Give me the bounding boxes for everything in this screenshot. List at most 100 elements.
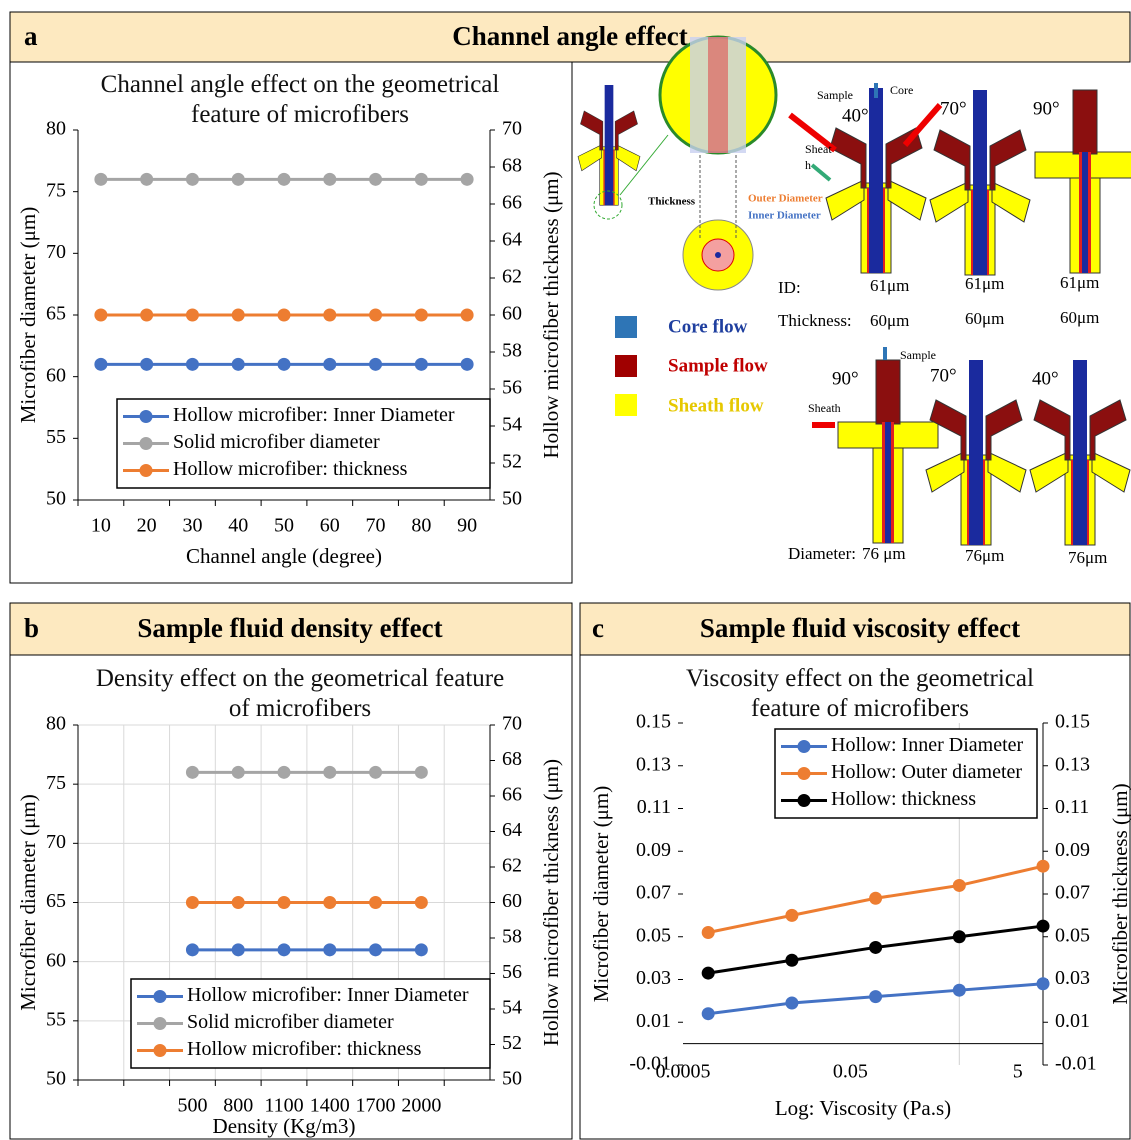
frame xyxy=(10,62,572,583)
y2-axis-title: Hollow microfiber thickness (μm) xyxy=(539,171,563,458)
flow-legend: Sheath flow xyxy=(668,395,764,416)
legend-marker xyxy=(140,410,153,423)
y2-axis-title: Hollow microfiber thickness (μm) xyxy=(539,759,563,1046)
data-point xyxy=(461,173,474,186)
y-tick-label: 0.01 xyxy=(1055,1010,1090,1032)
canvas: a Channel angle effect b Sample fluid de… xyxy=(0,0,1131,1140)
y-tick-label: 0.11 xyxy=(1055,796,1089,818)
data-point xyxy=(186,173,199,186)
data-point xyxy=(323,173,336,186)
data-point xyxy=(232,943,245,956)
legend-label: Solid microfiber diameter xyxy=(173,431,380,453)
y-axis-title: Microfiber diameter (μm) xyxy=(16,794,40,1011)
data-point xyxy=(94,173,107,186)
x-tick-label: 10 xyxy=(91,515,111,537)
data-point xyxy=(869,892,882,905)
data-point xyxy=(369,309,382,322)
data-point xyxy=(369,896,382,909)
y-tick-label: 0.01 xyxy=(636,1010,671,1032)
diagram-label: Core xyxy=(890,83,913,97)
panel-letter: a xyxy=(24,21,38,51)
panel-title: Sample fluid viscosity effect xyxy=(700,613,1020,643)
data-point xyxy=(953,930,966,943)
x-axis-title: Density (Kg/m3) xyxy=(213,1114,356,1138)
x-tick-label: 70 xyxy=(366,515,386,537)
panel-title: Channel angle effect xyxy=(452,21,687,51)
data-point xyxy=(278,173,291,186)
data-point xyxy=(278,943,291,956)
data-point xyxy=(785,997,798,1010)
data-point xyxy=(785,909,798,922)
data-point xyxy=(415,766,428,779)
angle-label: 40° xyxy=(842,105,869,126)
legend-marker xyxy=(798,767,811,780)
y-tick-label: 0.09 xyxy=(1055,839,1090,861)
y-tick-label: 70 xyxy=(46,831,66,853)
chart-title: Density effect on the geometrical featur… xyxy=(90,664,510,724)
chart-title: Channel angle effect on the geometrical … xyxy=(70,70,530,130)
data-point xyxy=(1037,920,1050,933)
data-point xyxy=(953,879,966,892)
y2-axis-title: Microfiber thickness (μm) xyxy=(1108,783,1131,1004)
angle-label: 90° xyxy=(1033,98,1060,119)
y-tick-label: 0.07 xyxy=(1055,882,1090,904)
legend-marker xyxy=(140,437,153,450)
y-tick-label: 0.05 xyxy=(636,924,671,946)
y-tick-label: 65 xyxy=(46,890,66,912)
y-tick-label: 0.07 xyxy=(636,882,671,904)
data-point xyxy=(94,358,107,371)
data-point xyxy=(140,358,153,371)
y-tick-label: 50 xyxy=(502,1068,522,1090)
legend-marker xyxy=(154,1017,167,1030)
diagram-label: Sample xyxy=(817,88,853,102)
data-point xyxy=(323,766,336,779)
y-tick-label: 55 xyxy=(46,1008,66,1030)
diagram-label: Sheath xyxy=(808,401,841,415)
data-point xyxy=(369,766,382,779)
y-tick-label: 66 xyxy=(502,192,522,214)
data-point xyxy=(323,309,336,322)
y-tick-label: 66 xyxy=(502,784,522,806)
data-point xyxy=(415,358,428,371)
data-point xyxy=(369,358,382,371)
data-point xyxy=(94,309,107,322)
y-tick-label: 50 xyxy=(46,488,66,510)
legend-label: Hollow: Inner Diameter xyxy=(831,734,1023,756)
x-tick-label: 20 xyxy=(137,515,157,537)
y-tick-label: 0.13 xyxy=(636,753,671,775)
diagram-value: 76 μm xyxy=(862,544,906,563)
figure: a Channel angle effect b Sample fluid de… xyxy=(0,0,1131,1140)
data-point xyxy=(278,358,291,371)
data-point xyxy=(232,358,245,371)
data-point xyxy=(702,967,715,980)
y-tick-label: 0.09 xyxy=(636,839,671,861)
data-point xyxy=(140,173,153,186)
legend-label: Hollow microfiber: thickness xyxy=(173,458,408,480)
data-point xyxy=(785,954,798,967)
y-tick-label: 75 xyxy=(46,179,66,201)
data-point xyxy=(186,896,199,909)
panel-title: Sample fluid density effect xyxy=(137,613,442,643)
inset-label: Thickness xyxy=(648,196,696,208)
y-tick-label: 54 xyxy=(502,414,522,436)
y-tick-label: 60 xyxy=(46,364,66,386)
y-tick-label: 50 xyxy=(502,488,522,510)
data-point xyxy=(323,358,336,371)
y-tick-label: 65 xyxy=(46,303,66,325)
angle-label: 70° xyxy=(940,98,967,119)
panel-letter: c xyxy=(592,613,604,643)
angle-label: 40° xyxy=(1032,368,1059,389)
data-point xyxy=(369,943,382,956)
data-point xyxy=(323,896,336,909)
data-point xyxy=(278,309,291,322)
diagram: Thickness Outer Diameter Inner Diameter … xyxy=(578,37,1131,567)
data-point xyxy=(232,309,245,322)
diagram-value: 60μm xyxy=(870,311,909,330)
y-tick-label: 80 xyxy=(46,713,66,735)
data-point xyxy=(415,943,428,956)
data-point xyxy=(186,309,199,322)
x-tick-label: 50 xyxy=(274,515,294,537)
data-point xyxy=(278,766,291,779)
y-axis-title: Microfiber diameter (μm) xyxy=(16,207,40,424)
data-point xyxy=(869,990,882,1003)
